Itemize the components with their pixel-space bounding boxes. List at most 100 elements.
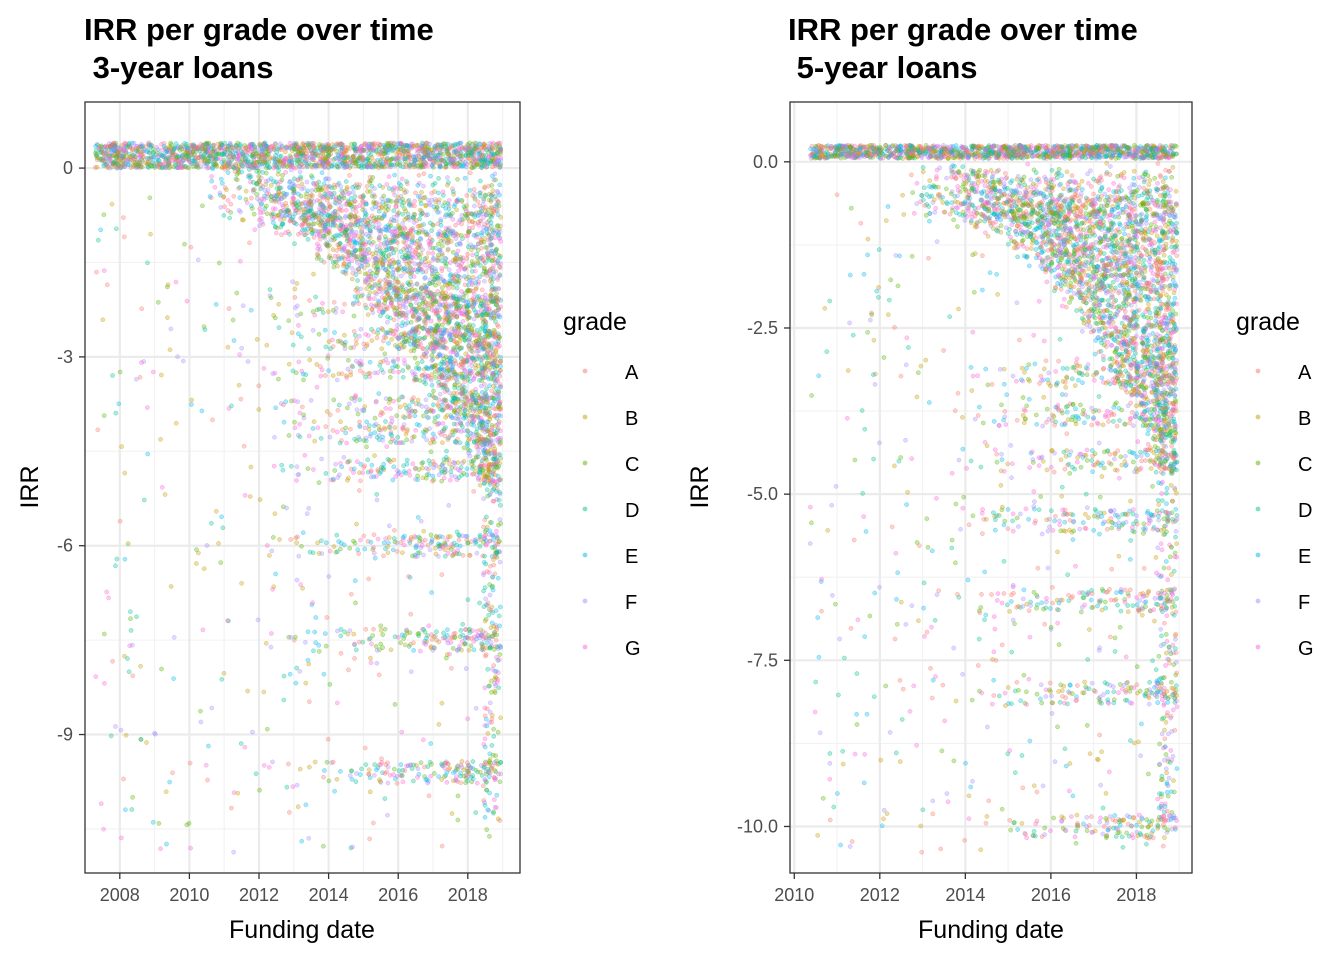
data-point <box>258 199 262 203</box>
data-point <box>269 183 273 187</box>
data-point <box>104 144 108 148</box>
data-point <box>452 278 456 282</box>
data-point <box>484 387 488 391</box>
data-point <box>368 229 372 233</box>
data-point <box>353 223 357 227</box>
data-point <box>249 196 253 200</box>
data-point <box>381 339 385 343</box>
data-point <box>446 248 450 252</box>
data-point <box>443 316 447 320</box>
data-point <box>430 334 434 338</box>
data-point <box>264 183 268 187</box>
data-point <box>372 297 376 301</box>
data-point <box>205 166 209 170</box>
data-point <box>411 215 415 219</box>
data-point <box>232 146 236 150</box>
data-point <box>426 251 430 255</box>
data-point <box>427 201 431 205</box>
data-point <box>437 315 441 319</box>
data-point <box>460 375 464 379</box>
data-point <box>324 194 328 198</box>
data-point <box>226 198 230 202</box>
data-point <box>402 188 406 192</box>
data-point <box>409 303 413 307</box>
data-point <box>287 160 291 164</box>
data-point <box>404 165 408 169</box>
data-point <box>458 164 462 168</box>
data-point <box>449 338 453 342</box>
data-point <box>378 413 382 417</box>
data-point <box>483 158 487 162</box>
data-point <box>404 295 408 299</box>
data-point <box>336 154 340 158</box>
data-point <box>298 170 302 174</box>
data-point <box>364 375 368 379</box>
data-point <box>210 174 214 178</box>
data-point <box>223 205 227 209</box>
data-point <box>384 397 388 401</box>
data-point <box>400 267 404 271</box>
data-point <box>359 294 363 298</box>
data-point <box>410 238 414 242</box>
data-point <box>220 152 224 156</box>
data-point <box>415 270 419 274</box>
data-point <box>128 154 132 158</box>
data-point <box>250 206 254 210</box>
data-point <box>397 153 401 157</box>
data-point <box>490 165 494 169</box>
data-point <box>271 221 275 225</box>
data-point <box>454 361 458 365</box>
data-point <box>297 360 301 364</box>
data-point <box>315 242 319 246</box>
data-point <box>478 179 482 183</box>
data-point <box>437 210 441 214</box>
data-point <box>467 451 471 455</box>
data-point <box>342 156 346 160</box>
data-point <box>258 207 262 211</box>
data-point <box>244 189 248 193</box>
data-point <box>349 202 353 206</box>
data-point <box>466 443 470 447</box>
data-point <box>292 242 296 246</box>
data-point <box>227 154 231 158</box>
data-point <box>498 368 502 372</box>
data-point <box>466 245 470 249</box>
data-point <box>411 314 415 318</box>
data-point <box>438 328 442 332</box>
data-point <box>257 179 261 183</box>
data-point <box>376 328 380 332</box>
data-point <box>150 164 154 168</box>
data-point <box>477 331 481 335</box>
data-point <box>402 358 406 362</box>
data-point <box>278 142 282 146</box>
data-point <box>462 358 466 362</box>
data-point <box>380 347 384 351</box>
data-point <box>326 222 330 226</box>
data-point <box>446 228 450 232</box>
data-point <box>140 165 144 169</box>
data-point <box>389 162 393 166</box>
data-point <box>346 358 350 362</box>
data-point <box>361 237 365 241</box>
data-point <box>400 177 404 181</box>
data-point <box>354 338 358 342</box>
data-point <box>423 309 427 313</box>
data-point <box>463 267 467 271</box>
data-point <box>292 183 296 187</box>
data-point <box>305 146 309 150</box>
data-point <box>327 231 331 235</box>
data-point <box>419 163 423 167</box>
data-point <box>367 258 371 262</box>
data-point <box>431 151 435 155</box>
data-point <box>332 330 336 334</box>
data-point <box>357 219 361 223</box>
data-point <box>296 192 300 196</box>
data-point <box>344 202 348 206</box>
data-point <box>402 345 406 349</box>
data-point <box>393 173 397 177</box>
data-point <box>472 317 476 321</box>
data-point <box>164 166 168 170</box>
data-point <box>103 154 107 158</box>
data-point <box>340 146 344 150</box>
data-point <box>377 235 381 239</box>
